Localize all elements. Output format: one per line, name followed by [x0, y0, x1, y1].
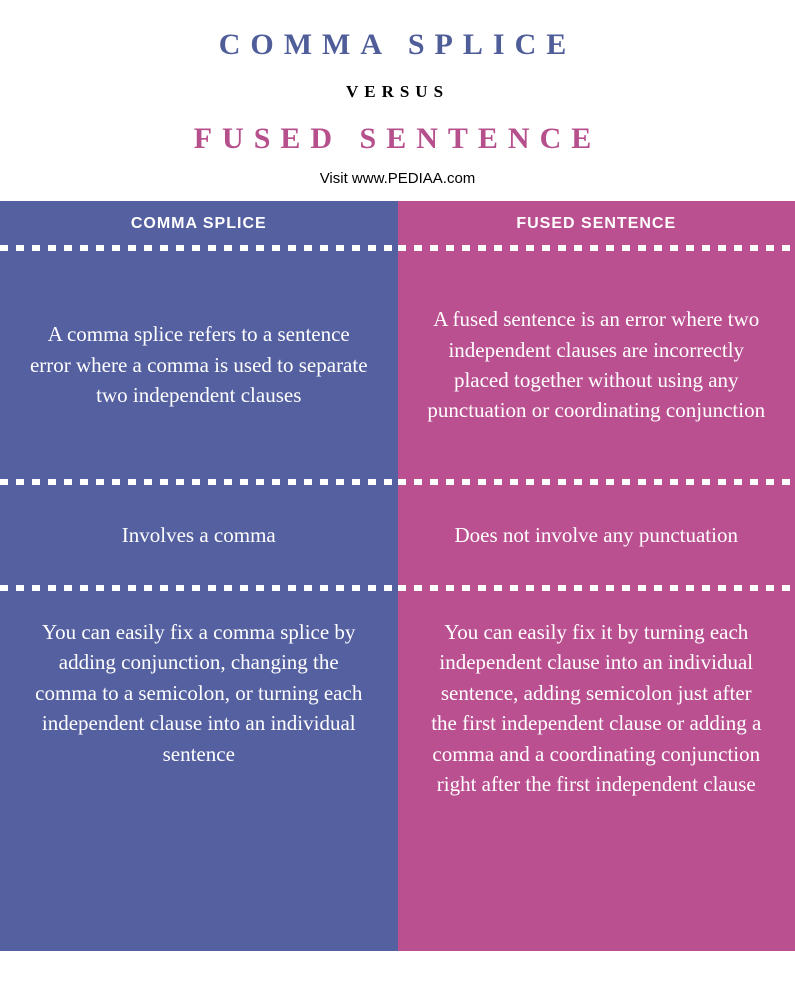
- right-row-2: Does not involve any punctuation: [398, 485, 795, 585]
- title-bottom: FUSED SENTENCE: [20, 122, 775, 156]
- comparison-columns: COMMA SPLICE A comma splice refers to a …: [0, 201, 795, 951]
- title-top: COMMA SPLICE: [20, 28, 775, 62]
- right-column: FUSED SENTENCE A fused sentence is an er…: [398, 201, 795, 951]
- left-row-3: You can easily fix a comma splice by add…: [0, 591, 398, 951]
- right-row-3: You can easily fix it by turning each in…: [398, 591, 795, 951]
- versus-label: VERSUS: [20, 82, 775, 102]
- visit-link-text: Visit www.PEDIAA.com: [20, 170, 775, 187]
- left-column-heading: COMMA SPLICE: [0, 201, 398, 245]
- left-row-2: Involves a comma: [0, 485, 398, 585]
- left-column: COMMA SPLICE A comma splice refers to a …: [0, 201, 398, 951]
- right-row-1: A fused sentence is an error where two i…: [398, 251, 795, 479]
- header: COMMA SPLICE VERSUS FUSED SENTENCE Visit…: [0, 0, 795, 201]
- right-column-heading: FUSED SENTENCE: [398, 201, 795, 245]
- left-row-1: A comma splice refers to a sentence erro…: [0, 251, 398, 479]
